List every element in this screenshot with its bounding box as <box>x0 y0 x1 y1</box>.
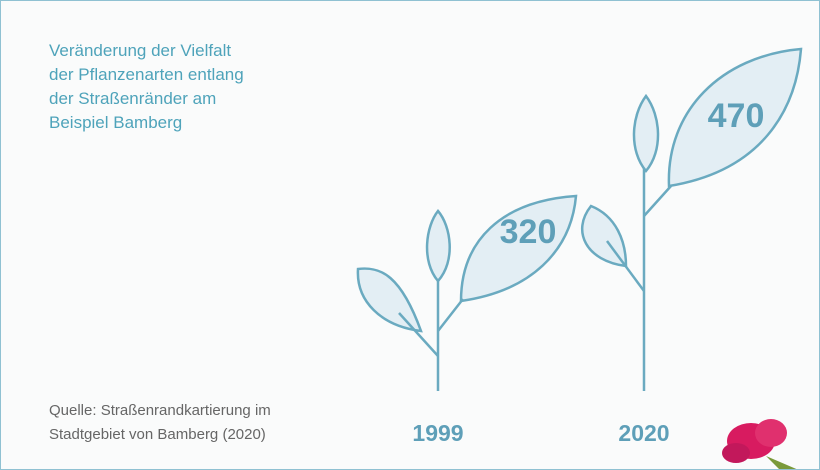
source: Quelle: Straßenrandkartierung im Stadtge… <box>49 399 271 447</box>
title: Veränderung der Vielfalt der Pflanzenart… <box>49 39 244 135</box>
title-line: der Straßenränder am <box>49 87 244 111</box>
source-line: Stadtgebiet von Bamberg (2020) <box>49 423 271 447</box>
title-line: der Pflanzenarten entlang <box>49 63 244 87</box>
year: 2020 <box>618 420 669 446</box>
plant-1999: 320 1999 <box>358 196 576 446</box>
value: 470 <box>708 97 765 135</box>
title-line: Beispiel Bamberg <box>49 111 244 135</box>
value: 320 <box>500 213 557 251</box>
year: 1999 <box>412 420 463 446</box>
flower-decoration <box>722 419 801 469</box>
title-line: Veränderung der Vielfalt <box>49 39 244 63</box>
plant-2020: 470 2020 <box>582 49 801 446</box>
source-line: Quelle: Straßenrandkartierung im <box>49 399 271 423</box>
infographic: 320 1999 470 2020 Veränderung der Vielfa… <box>0 0 820 470</box>
